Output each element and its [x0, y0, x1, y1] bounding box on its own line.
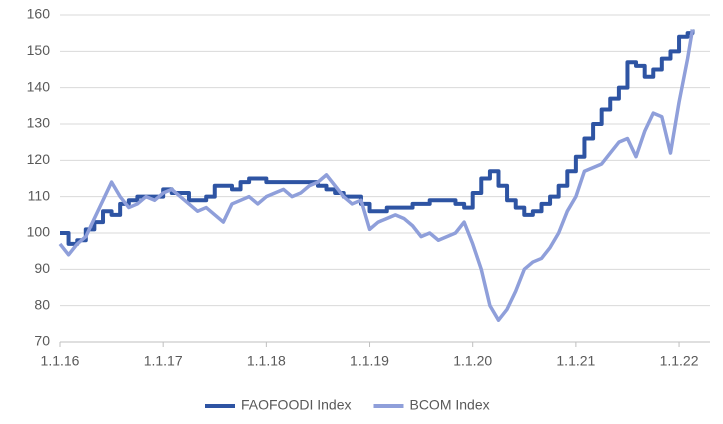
legend-label: BCOM Index — [409, 397, 489, 413]
x-tick-label: 1.1.19 — [350, 353, 389, 369]
y-tick-label: 70 — [34, 333, 50, 349]
x-tick-label: 1.1.16 — [41, 353, 80, 369]
y-tick-label: 160 — [27, 6, 51, 22]
y-tick-label: 80 — [34, 296, 50, 312]
y-tick-label: 140 — [27, 78, 51, 94]
y-tick-label: 100 — [27, 224, 51, 240]
legend-label: FAOFOODI Index — [241, 397, 351, 413]
series-line — [58, 29, 695, 322]
y-tick-label: 130 — [27, 115, 51, 131]
x-tick-label: 1.1.18 — [247, 353, 286, 369]
x-tick-label: 1.1.21 — [556, 353, 595, 369]
y-tick-label: 110 — [28, 187, 51, 203]
x-tick-label: 1.1.20 — [453, 353, 492, 369]
y-tick-label: 150 — [27, 42, 51, 58]
x-tick-label: 1.1.22 — [660, 353, 699, 369]
y-tick-label: 90 — [34, 260, 50, 276]
x-tick-label: 1.1.17 — [144, 353, 183, 369]
y-tick-label: 120 — [27, 151, 51, 167]
series-line — [60, 29, 695, 246]
